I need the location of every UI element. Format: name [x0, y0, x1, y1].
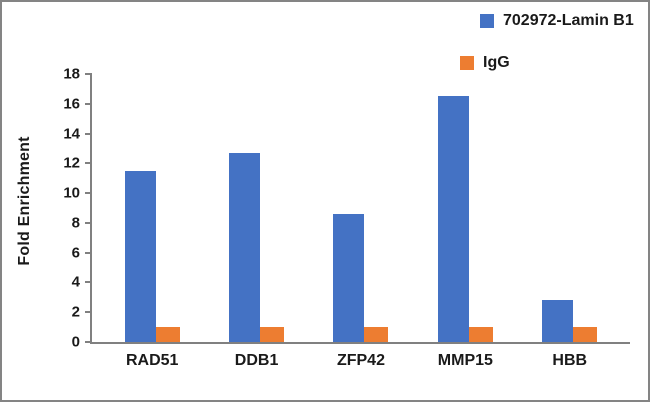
bar-igg: [155, 327, 180, 342]
bar-igg: [260, 327, 285, 342]
y-tick-mark: [85, 102, 92, 105]
y-tick-label: 18: [63, 65, 80, 83]
y-tick-mark: [85, 221, 92, 224]
bar-702972-lamin-b1: [437, 96, 469, 342]
bar-702972-lamin-b1: [542, 300, 574, 342]
y-tick-mark: [85, 251, 92, 254]
legend-item: 702972-Lamin B1: [480, 12, 634, 30]
legend-item: IgG: [460, 54, 634, 72]
x-category-label: MMP15: [437, 352, 493, 369]
bar-group: HBB: [542, 74, 598, 369]
bar-702972-lamin-b1: [229, 152, 261, 342]
y-tick-mark: [85, 311, 92, 314]
y-tick-label: 12: [63, 154, 80, 172]
y-tick-mark: [85, 281, 92, 284]
x-category-label: DDB1: [234, 352, 279, 369]
y-tick-label: 0: [71, 333, 80, 351]
y-tick-mark: [85, 73, 92, 75]
y-axis-ticks: 0 2 4 6 8 10 12 14 16 18: [63, 67, 630, 350]
y-tick-mark: [85, 162, 92, 165]
y-tick-label: 10: [63, 184, 80, 202]
y-axis-label: Fold Enrichment: [16, 136, 33, 266]
bar-702972-lamin-b1: [124, 170, 156, 342]
y-tick-label: 8: [71, 214, 80, 232]
x-category-label: RAD51: [125, 352, 179, 369]
legend-swatch: [460, 56, 474, 70]
y-tick-label: 16: [63, 95, 80, 113]
y-tick-mark: [85, 132, 92, 135]
legend-label: 702972-Lamin B1: [503, 12, 634, 29]
legend: 702972-Lamin B1 IgG: [460, 12, 634, 72]
y-tick-label: 14: [63, 125, 80, 143]
bar-group: ZFP42: [333, 74, 389, 369]
y-tick-mark: [85, 192, 92, 195]
y-tick-label: 2: [71, 303, 80, 321]
legend-swatch: [480, 14, 494, 28]
bar-group: RAD51: [124, 74, 180, 369]
bar-igg: [468, 327, 493, 342]
bar-igg: [573, 327, 598, 342]
y-tick-label: 6: [71, 244, 80, 262]
bar-igg: [364, 327, 389, 342]
y-tick-mark: [85, 341, 92, 343]
bar-group: MMP15: [437, 74, 493, 369]
legend-label: IgG: [483, 54, 510, 71]
x-category-label: HBB: [552, 352, 588, 369]
y-tick-label: 4: [71, 273, 80, 291]
bar-702972-lamin-b1: [333, 213, 365, 342]
x-category-label: ZFP42: [336, 352, 385, 369]
bar-group: DDB1: [229, 74, 285, 369]
bar-groups: RAD51 DDB1 ZFP42 MMP15 HBB: [92, 74, 630, 369]
plot-area: 0 2 4 6 8 10 12 14 16 18 RAD51 DDB1 ZFP42 MMP15 HBB: [63, 67, 630, 369]
